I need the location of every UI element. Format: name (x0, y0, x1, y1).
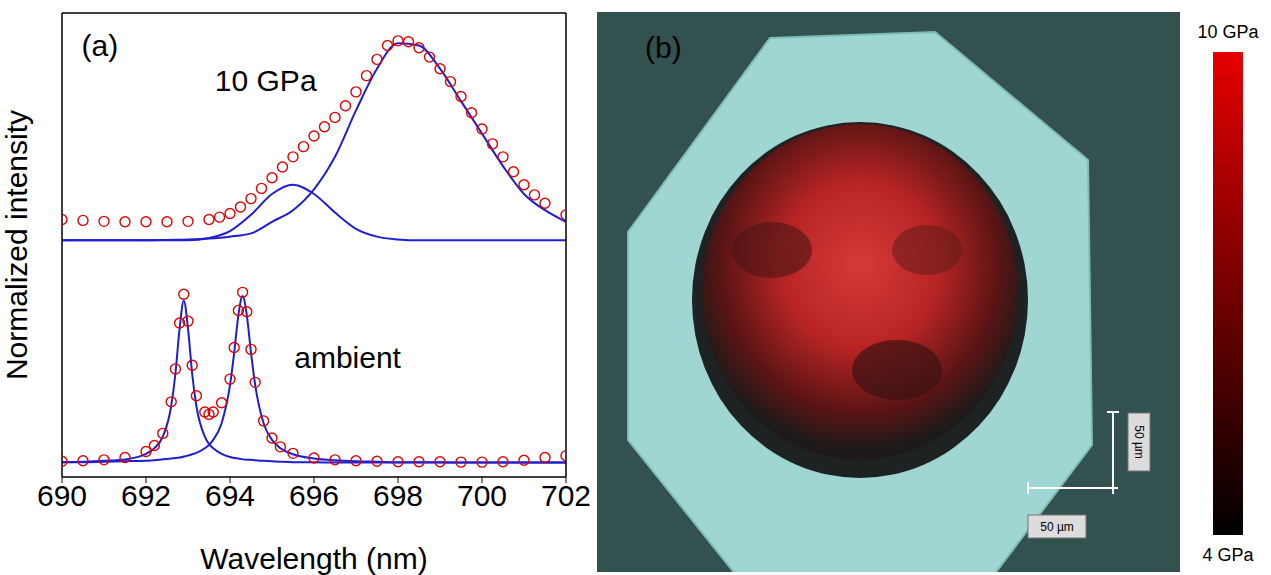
svg-text:700: 700 (457, 479, 507, 512)
svg-text:10 GPa: 10 GPa (215, 64, 317, 97)
svg-text:50 µm: 50 µm (1132, 425, 1146, 459)
svg-text:Normalized intensity: Normalized intensity (0, 110, 33, 380)
svg-text:698: 698 (373, 479, 423, 512)
svg-text:702: 702 (541, 479, 591, 512)
svg-text:10 GPa: 10 GPa (1197, 22, 1259, 42)
svg-text:4 GPa: 4 GPa (1202, 545, 1254, 565)
svg-text:(b): (b) (645, 31, 682, 64)
svg-text:50 µm: 50 µm (1040, 520, 1074, 534)
svg-text:694: 694 (205, 479, 255, 512)
svg-text:Wavelength (nm): Wavelength (nm) (200, 542, 427, 575)
svg-text:(a): (a) (81, 29, 118, 62)
svg-text:696: 696 (289, 479, 339, 512)
svg-text:690: 690 (37, 479, 87, 512)
svg-text:692: 692 (121, 479, 171, 512)
svg-text:ambient: ambient (294, 341, 401, 374)
